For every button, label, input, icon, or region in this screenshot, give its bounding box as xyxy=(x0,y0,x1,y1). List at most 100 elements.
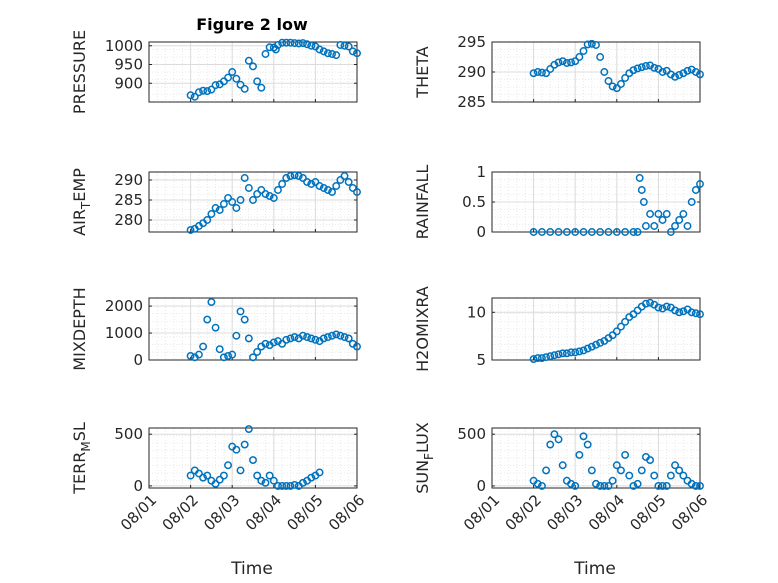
data-point xyxy=(612,84,621,93)
data-point xyxy=(546,440,555,449)
data-point xyxy=(211,323,220,332)
data-point xyxy=(533,479,542,488)
data-point xyxy=(562,59,571,67)
y-tick-label: 10 xyxy=(467,303,486,321)
data-point xyxy=(249,456,257,465)
data-point xyxy=(571,348,580,357)
data-point xyxy=(232,331,241,340)
data-point xyxy=(600,481,609,490)
y-axis-label: RAINFALL xyxy=(413,165,432,240)
data-point xyxy=(567,479,575,488)
data-point xyxy=(529,355,538,363)
data-point xyxy=(278,38,287,47)
data-point xyxy=(307,41,316,50)
data-point xyxy=(228,198,237,206)
data-point xyxy=(675,216,684,224)
data-point xyxy=(240,315,249,324)
y-tick-label: 290 xyxy=(457,63,486,81)
data-point xyxy=(344,42,353,51)
data-point xyxy=(286,172,295,180)
data-point xyxy=(253,347,262,356)
subplot-theta: 285 290 295 THETA xyxy=(413,33,704,111)
data-point xyxy=(290,171,299,180)
y-axis-label: SUNFLUX xyxy=(413,422,436,494)
data-point xyxy=(211,81,220,90)
data-point xyxy=(671,461,679,470)
axes-box xyxy=(148,297,358,361)
data-point xyxy=(249,353,257,362)
data-point xyxy=(546,65,555,73)
x-tick-label: 08/03 xyxy=(543,491,586,534)
data-point xyxy=(691,481,700,490)
data-point xyxy=(562,228,571,236)
x-tick-label: 08/06 xyxy=(325,491,368,534)
y-axis-label: TERRMSL xyxy=(70,422,93,495)
data-point xyxy=(587,39,596,48)
data-point xyxy=(274,41,282,49)
data-point xyxy=(194,469,203,478)
data-point xyxy=(328,331,336,340)
data-point xyxy=(679,210,688,218)
data-point xyxy=(550,351,559,360)
data-point xyxy=(298,478,307,487)
subplot-rainfall: 0 0.5 1 RAINFALL xyxy=(413,163,704,241)
y-tick-label: 280 xyxy=(114,211,143,229)
data-point xyxy=(240,84,249,93)
data-point xyxy=(224,73,232,82)
x-tick-label: 08/04 xyxy=(242,491,285,534)
data-point xyxy=(274,186,282,194)
data-point xyxy=(554,435,563,444)
data-point xyxy=(641,299,650,308)
data-point xyxy=(219,353,228,362)
data-point xyxy=(244,184,253,192)
data-point xyxy=(203,471,212,480)
data-point xyxy=(679,471,688,480)
data-point xyxy=(194,350,203,359)
data-point xyxy=(203,216,212,224)
data-point xyxy=(612,228,621,236)
y-tick-label: 290 xyxy=(114,171,143,189)
data-point xyxy=(319,334,328,343)
data-point xyxy=(596,481,605,490)
data-point xyxy=(658,481,667,490)
data-point xyxy=(290,333,299,342)
data-point xyxy=(315,45,324,54)
y-tick-label: 0 xyxy=(476,477,486,495)
data-point xyxy=(244,425,253,433)
data-point xyxy=(186,471,195,480)
data-point xyxy=(558,349,567,358)
data-point xyxy=(336,176,345,184)
data-point xyxy=(249,196,257,204)
data-point xyxy=(236,466,245,475)
data-point xyxy=(621,228,630,236)
data-point xyxy=(282,481,291,490)
y-tick-label: 0 xyxy=(476,223,486,241)
data-point xyxy=(687,308,696,317)
data-point xyxy=(571,481,580,490)
data-point xyxy=(340,172,349,180)
data-point xyxy=(546,352,555,361)
y-tick-label: 900 xyxy=(114,74,143,92)
data-point xyxy=(261,478,270,487)
data-point xyxy=(575,53,584,61)
data-point xyxy=(529,228,538,236)
data-point xyxy=(537,228,546,236)
data-point xyxy=(290,39,299,48)
y-tick-label: 285 xyxy=(114,191,143,209)
data-point xyxy=(683,66,692,75)
data-point xyxy=(542,466,551,475)
y-axis-label: MIXDEPTH xyxy=(70,287,89,370)
data-point xyxy=(633,479,642,488)
data-point xyxy=(637,186,646,194)
data-point xyxy=(571,57,580,66)
data-point xyxy=(282,174,291,182)
data-point xyxy=(571,228,580,236)
data-point xyxy=(319,184,328,192)
data-point xyxy=(542,69,551,78)
data-point xyxy=(271,45,280,54)
data-point xyxy=(244,334,253,343)
data-point xyxy=(215,345,224,354)
data-point xyxy=(579,228,588,236)
